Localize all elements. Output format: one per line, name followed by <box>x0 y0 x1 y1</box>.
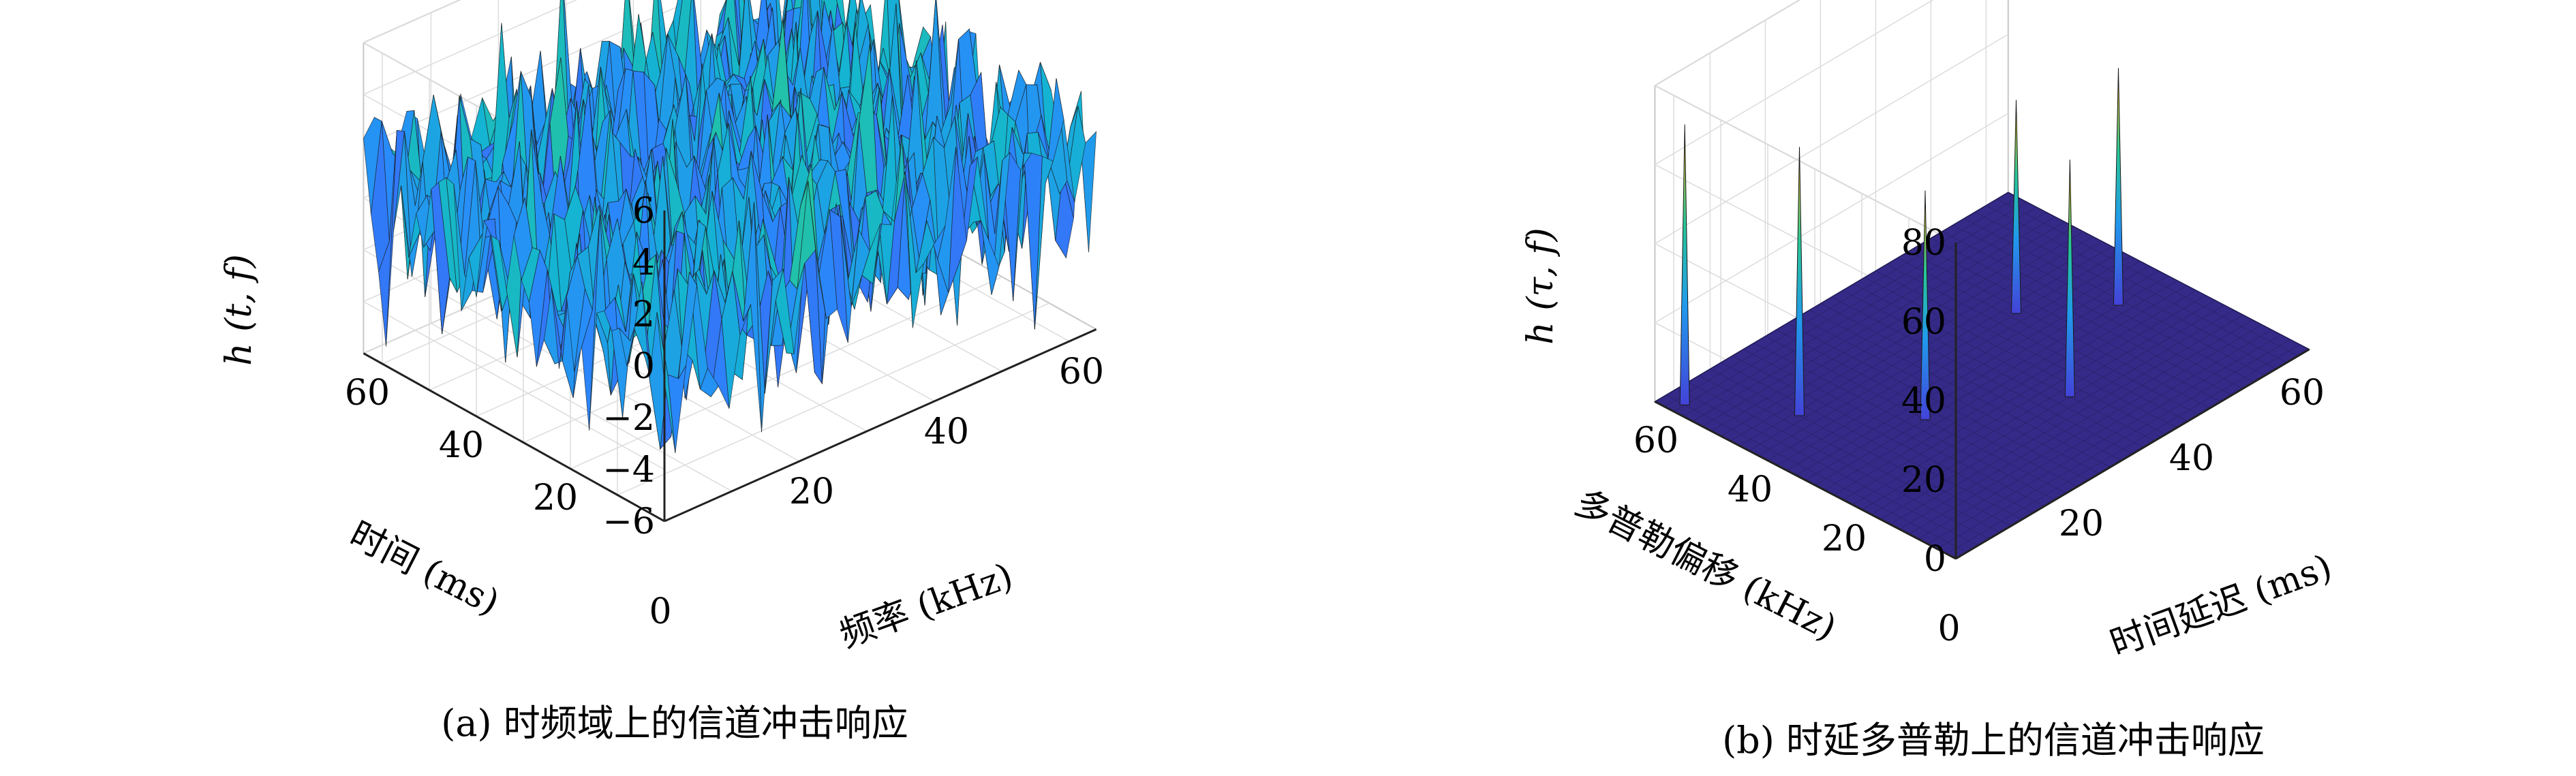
peak-spike <box>2113 67 2124 306</box>
z-tick-label: −4 <box>602 450 655 491</box>
surface-patch <box>656 312 676 454</box>
caption-a: (a) 时频域上的信道冲击响应 <box>441 702 908 745</box>
x-tick-label: 40 <box>924 412 969 452</box>
y-tick-labels-a: 20 40 60 0 <box>345 373 672 632</box>
surface-plot-b <box>1653 67 2310 559</box>
x-axis-label-b: 时间延迟 (ms) <box>2105 547 2337 665</box>
axes-lines-b <box>1654 243 2310 560</box>
z-tick-label: 0 <box>1924 539 1946 580</box>
peak-spike <box>2010 99 2022 314</box>
surface-plot-a <box>363 0 1097 454</box>
x-tick-label: 60 <box>2280 373 2325 414</box>
z-tick-label: 20 <box>1901 460 1946 501</box>
z-tick-label: 6 <box>632 191 655 232</box>
y-tick-labels-b: 20 40 60 0 <box>1634 420 1961 649</box>
y-tick-label: 60 <box>345 373 390 414</box>
x-tick-labels-a: 20 40 60 <box>789 352 1104 512</box>
z-tick-label: 40 <box>1901 381 1946 422</box>
z-tick-label: −2 <box>602 398 655 439</box>
subplot-b: 80 60 40 20 0 20 40 60 20 40 60 0 h (τ, f) 多普勒偏移 … <box>1520 0 2337 762</box>
x-tick-label: 60 <box>1059 352 1104 392</box>
y-axis-label-b: 多普勒偏移 (kHz) <box>1568 482 1843 649</box>
z-tick-labels-a: 6 4 2 0 −2 −4 −6 <box>602 191 655 542</box>
peak-spike <box>1920 190 1931 420</box>
y-tick-label: 40 <box>1728 469 1773 510</box>
y-tick-label-origin: 0 <box>649 591 671 632</box>
z-tick-label: 0 <box>632 346 655 387</box>
x-tick-labels-b: 20 40 60 <box>2059 373 2325 544</box>
x-tick-label: 40 <box>2169 438 2214 479</box>
x-tick-label: 20 <box>789 471 834 512</box>
z-tick-label: 4 <box>632 243 655 283</box>
y-tick-label: 60 <box>1634 420 1678 461</box>
z-axis-label-a: h (t, f) <box>219 254 260 366</box>
peak-spike <box>1679 124 1690 405</box>
z-tick-label: −6 <box>602 501 655 542</box>
y-tick-label: 40 <box>439 425 484 466</box>
caption-b: (b) 时延多普勒上的信道冲击响应 <box>1722 719 2265 762</box>
x-tick-label: 20 <box>2059 503 2104 544</box>
x-axis-label-a: 频率 (kHz) <box>834 555 1018 655</box>
z-axis-label-b: h (τ, f) <box>1520 228 1561 345</box>
z-tick-label: 80 <box>1901 223 1946 264</box>
peak-spike <box>1794 146 1805 416</box>
y-tick-label: 20 <box>1822 518 1867 559</box>
y-tick-label: 20 <box>533 478 578 518</box>
peak-spike <box>2064 159 2075 397</box>
y-tick-label-origin: 0 <box>1937 608 1960 649</box>
z-tick-labels-b: 80 60 40 20 0 <box>1901 223 1946 580</box>
z-tick-label: 60 <box>1901 302 1946 343</box>
axes-lines-a <box>363 211 1097 523</box>
y-axis-label-a: 时间 (ms) <box>343 514 506 623</box>
z-tick-label: 2 <box>632 294 655 335</box>
